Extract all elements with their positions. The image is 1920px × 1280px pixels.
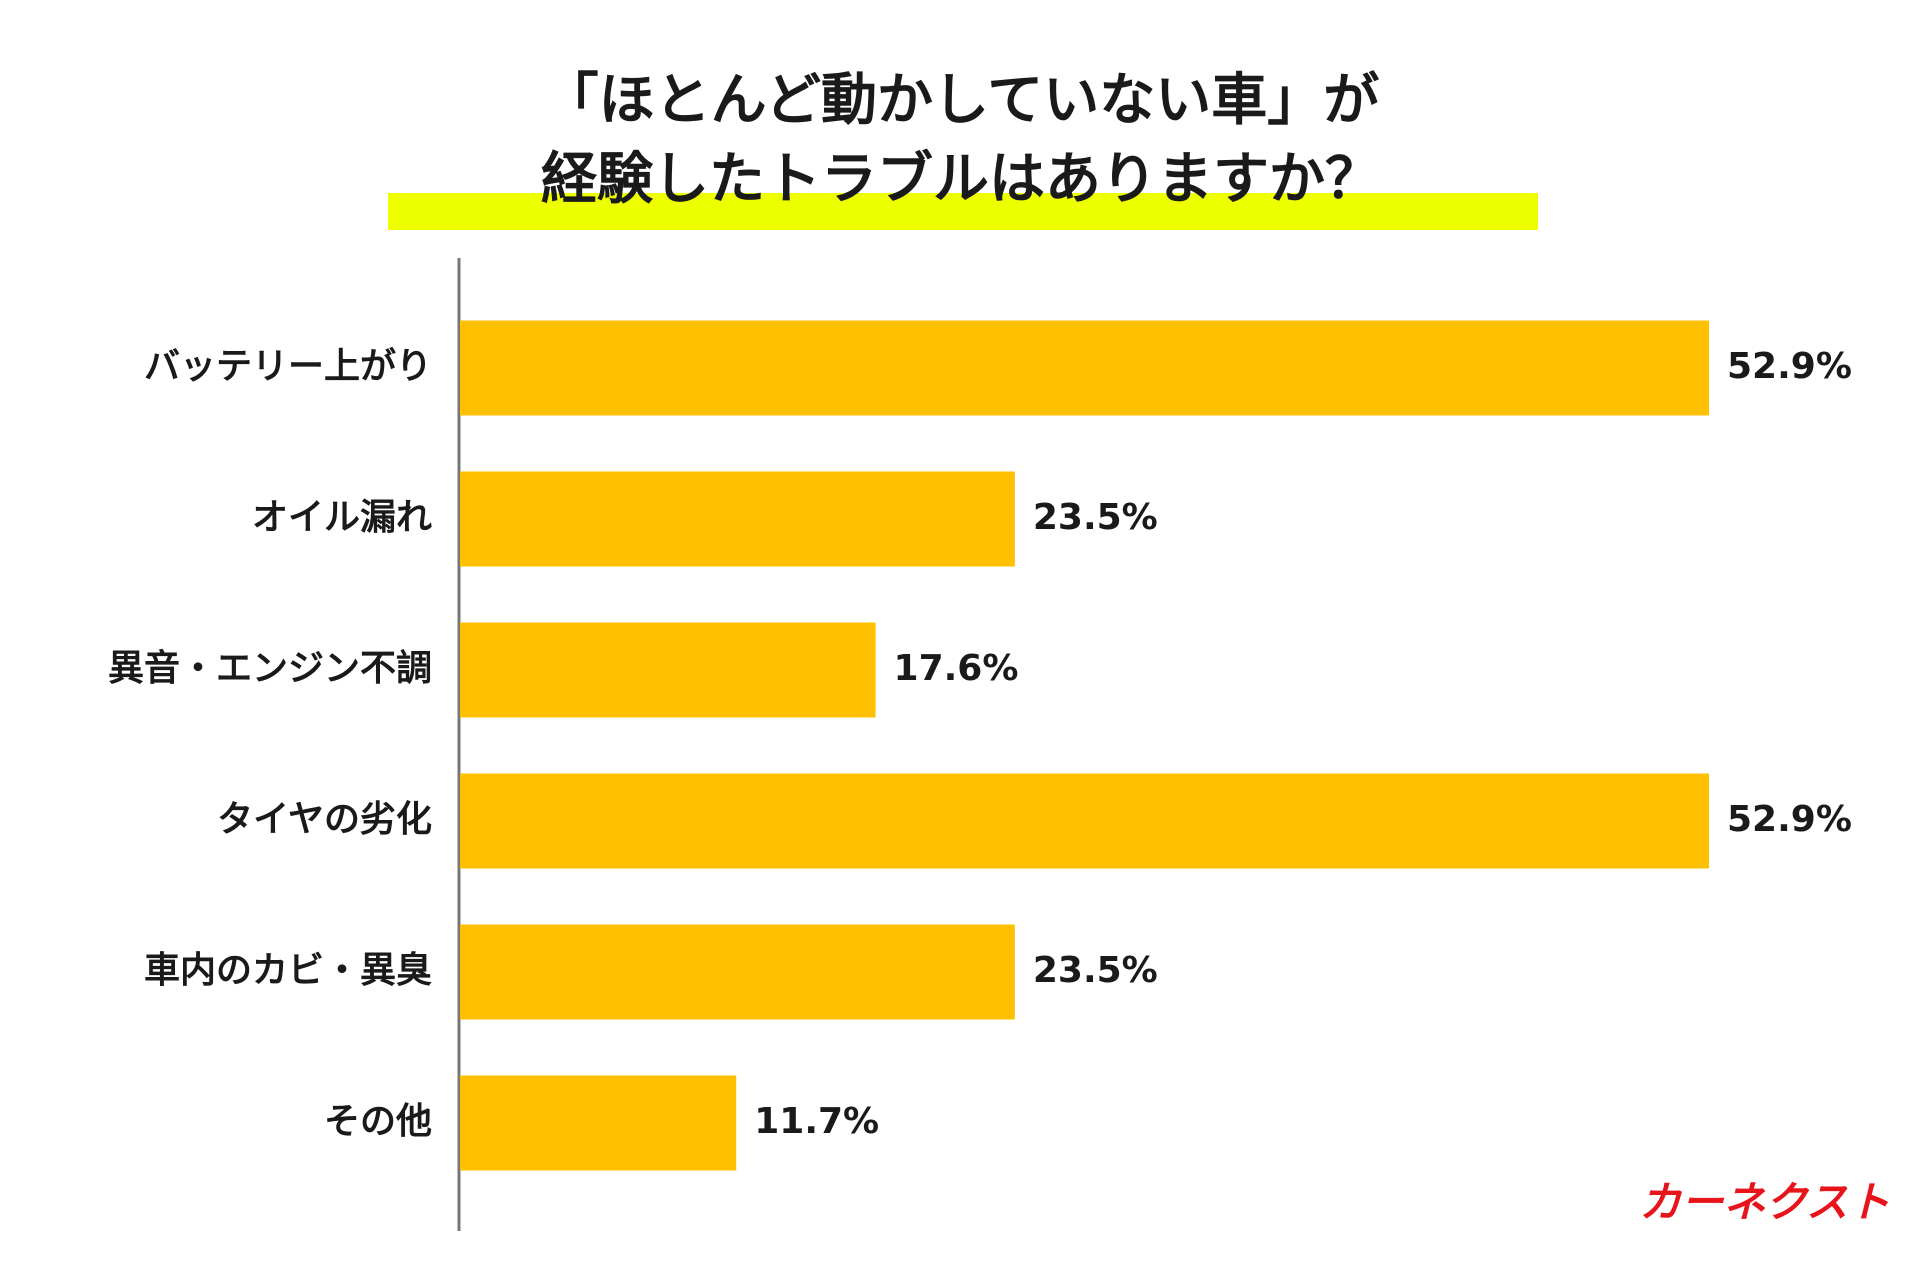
bar <box>460 1075 737 1171</box>
bar <box>460 622 876 718</box>
category-label: タイヤの劣化 <box>217 799 432 840</box>
category-label: 車内のカビ・異臭 <box>144 950 432 991</box>
value-label: 52.9% <box>1727 799 1852 840</box>
category-label: バッテリー上がり <box>144 346 432 387</box>
bar <box>460 471 1015 567</box>
bar <box>460 773 1709 869</box>
logo: カーネクスト <box>1639 1178 1890 1227</box>
category-label: 異音・エンジン不調 <box>108 648 432 689</box>
value-label: 11.7% <box>754 1101 879 1142</box>
bar <box>460 924 1015 1020</box>
title-highlight <box>388 193 1538 230</box>
value-label: 23.5% <box>1033 950 1158 991</box>
value-label: 52.9% <box>1727 346 1852 387</box>
value-label: 17.6% <box>894 648 1019 689</box>
value-label: 23.5% <box>1033 497 1158 538</box>
chart-title: 経験したトラブルはありますか？ <box>541 147 1381 212</box>
category-label: その他 <box>324 1101 432 1142</box>
category-label: オイル漏れ <box>252 497 432 538</box>
chart-title: 「ほとんど動かしていない車」が <box>543 68 1380 133</box>
bar <box>460 320 1709 416</box>
